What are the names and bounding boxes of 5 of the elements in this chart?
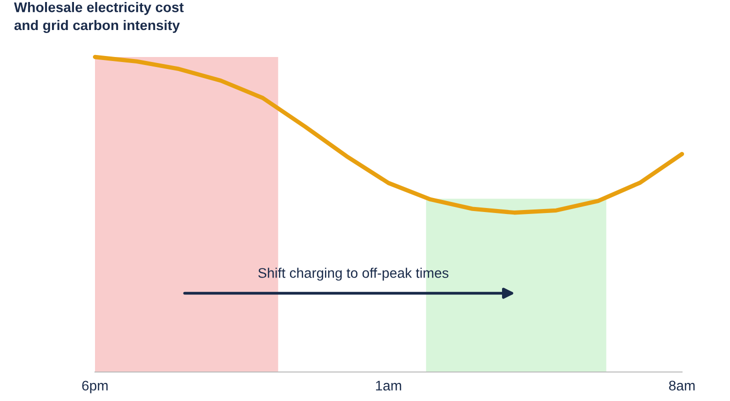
chart-title: Wholesale electricity cost and grid carbon intensity — [14, 2, 184, 33]
x-tick-label: 1am — [376, 380, 402, 391]
annotation: Shift charging to off-peak times — [258, 268, 448, 281]
x-tick-label: 8am — [669, 380, 695, 391]
x-tick-label: 6pm — [82, 380, 108, 394]
